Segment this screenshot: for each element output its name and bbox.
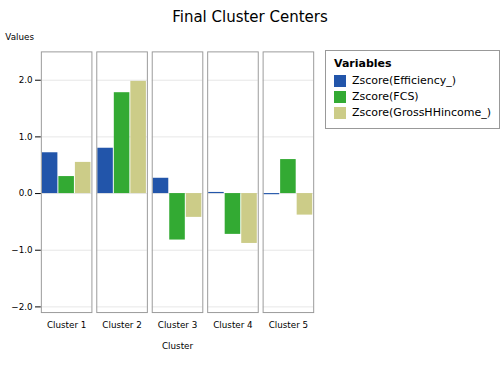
html-text:Variables: Variables [334,57,392,70]
svg-text:2.0: 2.0 [19,75,33,85]
html-text:Zscore(FCS): Zscore(FCS) [352,90,419,103]
svg-text:Cluster 5: Cluster 5 [269,320,308,330]
svg-text:−1.0: −1.0 [11,245,32,255]
svg-text:0.0: 0.0 [19,188,33,198]
svg-text:Cluster: Cluster [162,341,193,351]
svg-text:1.0: 1.0 [19,132,33,142]
svg-text:−2.0: −2.0 [11,302,32,312]
html-text:Zscore(GrossHHincome_): Zscore(GrossHHincome_) [352,106,491,119]
svg-text:Values: Values [5,32,34,42]
svg-text:Cluster 2: Cluster 2 [102,320,141,330]
svg-text:Cluster 1: Cluster 1 [47,320,86,330]
html-text:Final Cluster Centers: Final Cluster Centers [172,8,328,26]
svg-text:Cluster 3: Cluster 3 [158,320,197,330]
svg-text:Cluster 4: Cluster 4 [213,320,253,330]
html-text:Zscore(Efficiency_): Zscore(Efficiency_) [352,74,457,87]
